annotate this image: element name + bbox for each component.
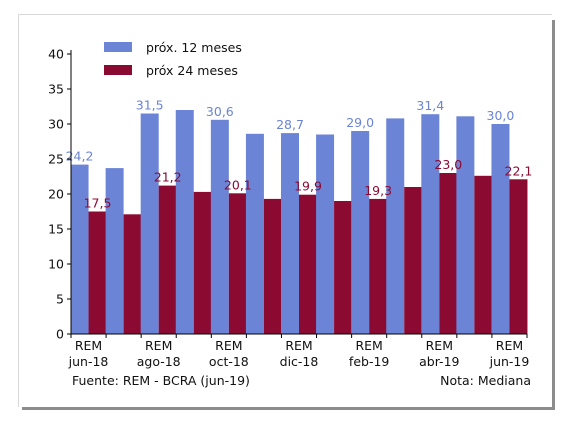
footer-note: Nota: Mediana — [440, 373, 531, 388]
data-label-12m-2: 31,5 — [136, 98, 164, 113]
bar-24m-11 — [474, 175, 493, 334]
data-label-24m-10: 23,0 — [434, 157, 462, 172]
x-tick-label-8: REM — [355, 338, 382, 353]
legend-swatch-24m — [104, 65, 132, 75]
bar-12m-6 — [281, 133, 299, 334]
bar-24m-2 — [158, 185, 177, 334]
bar-12m-9 — [386, 118, 405, 335]
data-label-12m-4: 30,6 — [206, 104, 234, 119]
bar-24m-8 — [369, 198, 388, 334]
y-tick-label-6: 30 — [48, 117, 64, 132]
data-label-24m-6: 19,9 — [294, 179, 322, 194]
bar-12m-1 — [105, 168, 124, 334]
x-tick-label-line2-8: feb-19 — [349, 354, 389, 369]
y-tick-label-3: 15 — [48, 222, 64, 237]
bar-12m-12 — [491, 124, 510, 334]
data-label-24m-2: 21,2 — [154, 170, 182, 185]
x-tick-label-6: REM — [285, 338, 312, 353]
x-tick-label-line2-0: jun-18 — [68, 354, 109, 369]
frame-shadow-right — [552, 20, 555, 410]
bar-24m-1 — [123, 214, 142, 334]
y-tick-label-2: 10 — [48, 257, 64, 272]
data-label-24m-0: 17,5 — [84, 196, 112, 211]
x-tick-label-4: REM — [215, 338, 242, 353]
y-tick-label-0: 0 — [56, 327, 64, 342]
x-tick-label-2: REM — [145, 338, 172, 353]
x-tick-label-12: REM — [496, 338, 523, 353]
bar-24m-4 — [228, 193, 247, 334]
bar-24m-3 — [193, 191, 212, 334]
data-label-12m-10: 31,4 — [416, 98, 444, 113]
y-tick-label-5: 25 — [48, 152, 64, 167]
bar-24m-10 — [439, 173, 458, 334]
chart-legend: próx. 12 meses próx 24 meses — [104, 40, 242, 78]
x-tick-label-line2-2: ago-18 — [137, 354, 181, 369]
y-tick-label-4: 20 — [48, 187, 64, 202]
data-label-12m-6: 28,7 — [276, 117, 304, 132]
bar-12m-3 — [175, 110, 194, 334]
bar-24m-5 — [263, 198, 282, 334]
data-label-12m-8: 29,0 — [346, 115, 374, 130]
data-label-24m-4: 20,1 — [224, 177, 252, 192]
x-tick-label-line2-10: abr-19 — [419, 354, 459, 369]
y-tick-label-8: 40 — [48, 47, 64, 62]
legend-label-24m: próx 24 meses — [146, 63, 238, 78]
bar-12m-11 — [456, 116, 475, 334]
x-tick-label-line2-12: jun-19 — [489, 354, 530, 369]
bar-24m-9 — [404, 187, 423, 334]
x-tick-label-line2-6: dic-18 — [280, 354, 319, 369]
bar-12m-7 — [316, 134, 335, 334]
x-tick-label-10: REM — [426, 338, 453, 353]
bar-12m-2 — [140, 113, 159, 334]
x-tick-label-0: REM — [75, 338, 102, 353]
bar-24m-6 — [299, 194, 317, 334]
bar-24m-0 — [88, 211, 107, 334]
bar-12m-5 — [245, 133, 264, 334]
data-label-24m-12: 22,1 — [505, 163, 533, 178]
data-label-group: 24,2 17,5 31,5 21,2 30,6 20,1 28,7 19,9 29,0 19,3… — [66, 98, 533, 211]
axes: REMjun-18REMago-18REMoct-18REMdic-18REMf… — [48, 47, 529, 370]
bar-12m-4 — [210, 119, 229, 334]
bar-group — [70, 110, 528, 335]
data-label-24m-8: 19,3 — [364, 183, 392, 198]
bar-12m-10 — [421, 114, 440, 334]
footer-source: Fuente: REM - BCRA (jun-19) — [72, 373, 250, 388]
y-tick-label-1: 5 — [56, 292, 64, 307]
legend-label-12m: próx. 12 meses — [146, 40, 242, 55]
bar-12m-0 — [70, 164, 89, 334]
bar-12m-8 — [351, 131, 370, 334]
frame-shadow-bottom — [22, 407, 555, 410]
x-tick-label-line2-4: oct-18 — [209, 354, 249, 369]
legend-swatch-12m — [104, 42, 132, 52]
y-tick-label-7: 35 — [48, 82, 64, 97]
data-label-12m-12: 30,0 — [487, 108, 515, 123]
bar-24m-12 — [509, 179, 528, 334]
data-label-12m-0: 24,2 — [66, 149, 94, 164]
bar-24m-7 — [334, 201, 353, 334]
